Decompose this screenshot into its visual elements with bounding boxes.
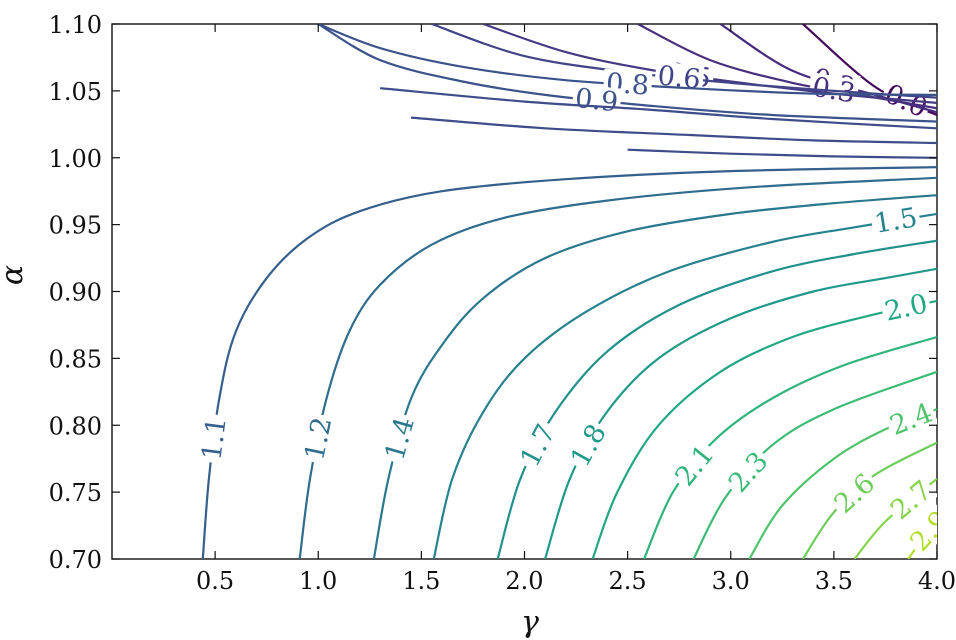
x-tick-label: 0.5 [196, 567, 234, 595]
y-axis-ticks: 0.70 0.75 0.80 0.85 0.90 0.95 1.00 1.05 1.10 [49, 11, 937, 574]
contour-line [591, 299, 937, 559]
contour-label-bg [197, 413, 232, 465]
contour-line [379, 87, 937, 130]
contour-label: 0.6 [656, 60, 702, 95]
contour-label: 1.1 [196, 415, 232, 462]
contour-label-bg [883, 474, 937, 527]
contour-label-bg [379, 411, 420, 466]
y-tick-label: 1.00 [49, 145, 102, 173]
contour-label-bg [571, 83, 622, 117]
contour-label: 1.5 [872, 202, 919, 239]
y-tick-label: 0.95 [49, 212, 102, 240]
x-axis-ticks: 0.5 1.0 1.5 2.0 2.5 3.0 3.5 4.0 [196, 24, 956, 595]
contour-label-bg [299, 412, 337, 465]
y-tick-label: 0.75 [49, 479, 102, 507]
contour-label-bg [564, 417, 613, 474]
contour-label-bg [879, 288, 933, 327]
contour-label-bg [827, 466, 882, 520]
x-tick-label: 2.5 [609, 567, 647, 595]
contour-line [411, 116, 937, 145]
contour-label-bg [668, 437, 721, 493]
contour-line [201, 166, 937, 559]
y-axis-title: α [0, 265, 30, 285]
contour-label-bg [869, 202, 922, 239]
y-tick-label: 1.10 [49, 11, 102, 39]
y-tick-label: 1.05 [49, 78, 102, 106]
contour-line [317, 24, 937, 96]
contour-line [432, 212, 937, 559]
contour-label: 0.9 [574, 83, 620, 118]
contour-line [692, 370, 937, 559]
contour-line [643, 335, 937, 559]
contour-line [496, 239, 937, 559]
contour-line [637, 24, 937, 110]
x-tick-label: 2.0 [505, 567, 543, 595]
contour-line [627, 148, 937, 159]
contour-lines: 0.00.20.30.50.60.80.91.11.21.41.51.71.82… [196, 24, 937, 559]
y-tick-label: 0.85 [49, 345, 102, 373]
contour-line [544, 267, 937, 559]
x-tick-label: 4.0 [918, 567, 956, 595]
contour-label-bg [903, 503, 937, 559]
x-tick-label: 3.5 [815, 567, 853, 595]
x-tick-label: 3.0 [712, 567, 750, 595]
contour-line [317, 24, 937, 123]
y-tick-label: 0.80 [49, 412, 102, 440]
contour-label-bg [514, 417, 562, 474]
x-axis-title: γ [521, 605, 539, 640]
contour-label-bg [721, 444, 775, 500]
y-tick-label: 0.90 [49, 279, 102, 307]
x-tick-label: 1.0 [299, 567, 337, 595]
x-tick-label: 1.5 [402, 567, 440, 595]
y-tick-label: 0.70 [49, 546, 102, 574]
contour-label-bg [883, 397, 937, 441]
contour-label-bg [653, 61, 705, 94]
